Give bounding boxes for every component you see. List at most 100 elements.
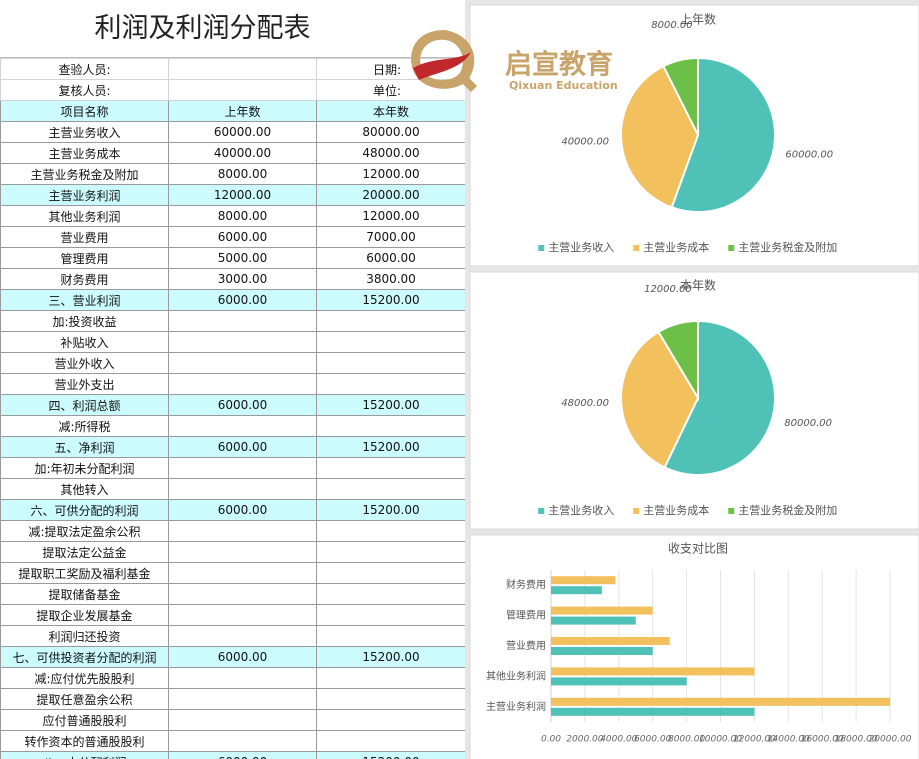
value-cell — [316, 604, 465, 626]
legend-label: 主营业务成本 — [643, 240, 709, 254]
table-body: 查验人员: 日期: 复核人员: 单位: 项目名称 上年数 本年数 主营业务收入 60000.00… — [0, 58, 465, 759]
value-cell — [168, 667, 317, 689]
chart-panel — [469, 271, 919, 530]
table-row: 减:应付优先股股利 — [0, 667, 465, 689]
table-row: 四、利润总额 6000.00 15200.00 — [0, 394, 465, 416]
table-row: 提取职工奖励及福利基金 — [0, 562, 465, 584]
header-cell: 项目名称 — [0, 100, 169, 122]
pie-slice — [657, 319, 699, 402]
value-cell — [168, 415, 317, 437]
value-cell — [168, 688, 317, 710]
y-tick-label: 财务费用 — [506, 578, 546, 591]
item-cell: 主营业务成本 — [0, 142, 169, 164]
value-cell — [168, 625, 317, 647]
legend-label: 主营业务收入 — [548, 240, 614, 254]
item-cell: 五、净利润 — [0, 436, 169, 458]
legend-swatch — [538, 508, 545, 514]
y-tick-label: 营业费用 — [506, 639, 546, 652]
value-cell — [316, 709, 465, 731]
header-cell: 本年数 — [316, 100, 465, 122]
value-cell — [316, 541, 465, 563]
x-tick-label: 20000.00 — [869, 735, 912, 745]
pie-slice — [620, 330, 700, 469]
value-cell — [168, 457, 317, 479]
bar — [551, 697, 890, 706]
chart-title: 上年数 — [680, 12, 716, 27]
item-cell: 加:年初未分配利润 — [0, 457, 169, 479]
item-cell: 其他业务利润 — [0, 205, 169, 227]
chart-title: 收支对比图 — [668, 542, 728, 556]
value-cell — [316, 310, 465, 332]
item-cell: 四、利润总额 — [0, 394, 169, 416]
item-cell: 提取职工奖励及福利基金 — [0, 562, 169, 584]
item-cell: 减:所得税 — [0, 415, 169, 437]
item-cell: 提取储备基金 — [0, 583, 169, 605]
bar — [551, 606, 653, 615]
bar — [551, 677, 687, 686]
meta-cell — [168, 79, 317, 101]
item-cell: 利润归还投资 — [0, 625, 169, 647]
value-cell — [316, 667, 465, 689]
y-tick-label: 主营业务利润 — [486, 700, 546, 713]
table-row: 提取任意盈余公积 — [0, 688, 465, 710]
x-tick-label: 10000.00 — [699, 735, 742, 745]
value-cell: 6000.00 — [168, 226, 317, 248]
value-cell: 3000.00 — [168, 268, 317, 290]
bar — [551, 637, 670, 645]
legend-swatch — [728, 245, 735, 251]
value-cell — [168, 562, 317, 584]
value-cell — [316, 415, 465, 437]
data-label: 12000.00 — [644, 284, 692, 295]
meta-label: 查验人员: — [0, 58, 169, 80]
table-row: 六、可供分配的利润 6000.00 15200.00 — [0, 499, 465, 521]
bar — [551, 647, 653, 655]
table-row: 减:提取法定盈余公积 — [0, 520, 465, 542]
table-row: 营业外收入 — [0, 352, 465, 374]
table-row: 提取法定公益金 — [0, 541, 465, 563]
table: 查验人员: 日期: 复核人员: 单位: 项目名称 上年数 本年数 主营业务收入 60000.00… — [0, 58, 465, 759]
value-cell: 12000.00 — [316, 163, 465, 185]
data-label: 60000.00 — [785, 150, 833, 161]
item-cell: 加:投资收益 — [0, 310, 169, 332]
value-cell — [168, 373, 317, 395]
data-label: 40000.00 — [561, 137, 609, 148]
table-row: 提取储备基金 — [0, 583, 465, 605]
value-cell: 3800.00 — [316, 268, 465, 290]
value-cell: 15200.00 — [316, 436, 465, 458]
table-row: 三、营业利润 6000.00 15200.00 — [0, 289, 465, 311]
table-row: 七、可供投资者分配的利润 6000.00 15200.00 — [0, 646, 465, 668]
x-tick-label: 14000.00 — [767, 735, 810, 745]
data-label: 8000.00 — [651, 20, 692, 31]
logo: 启宣教育 Qixuan Education — [411, 30, 618, 92]
legend-swatch — [538, 245, 545, 251]
legend-swatch — [633, 245, 640, 251]
x-tick-label: 8000.00 — [668, 735, 705, 745]
chart-panel — [469, 534, 919, 759]
item-cell: 减:提取法定盈余公积 — [0, 520, 169, 542]
x-tick-label: 18000.00 — [835, 735, 878, 745]
value-cell: 48000.00 — [316, 142, 465, 164]
table-row: 主营业务收入 60000.00 80000.00 — [0, 121, 465, 143]
item-cell: 其他转入 — [0, 478, 169, 500]
value-cell — [316, 331, 465, 353]
table-row: 减:所得税 — [0, 415, 465, 437]
table-row: 转作资本的普通股股利 — [0, 730, 465, 752]
table-row: 加:投资收益 — [0, 310, 465, 332]
pie-slice — [670, 56, 776, 213]
x-tick-label: 0.00 — [541, 735, 561, 745]
legend-swatch — [633, 508, 640, 514]
x-tick-label: 6000.00 — [634, 735, 671, 745]
value-cell — [168, 604, 317, 626]
meta-row: 复核人员: 单位: — [0, 79, 465, 101]
x-tick-label: 2000.00 — [566, 735, 603, 745]
value-cell: 6000.00 — [168, 499, 317, 521]
logo-brand: 启宣教育 — [505, 49, 613, 81]
legend-label: 主营业务税金及附加 — [738, 503, 837, 517]
value-cell: 12000.00 — [316, 205, 465, 227]
value-cell — [168, 352, 317, 374]
legend-label: 主营业务收入 — [548, 503, 614, 517]
value-cell: 80000.00 — [316, 121, 465, 143]
value-cell — [168, 541, 317, 563]
